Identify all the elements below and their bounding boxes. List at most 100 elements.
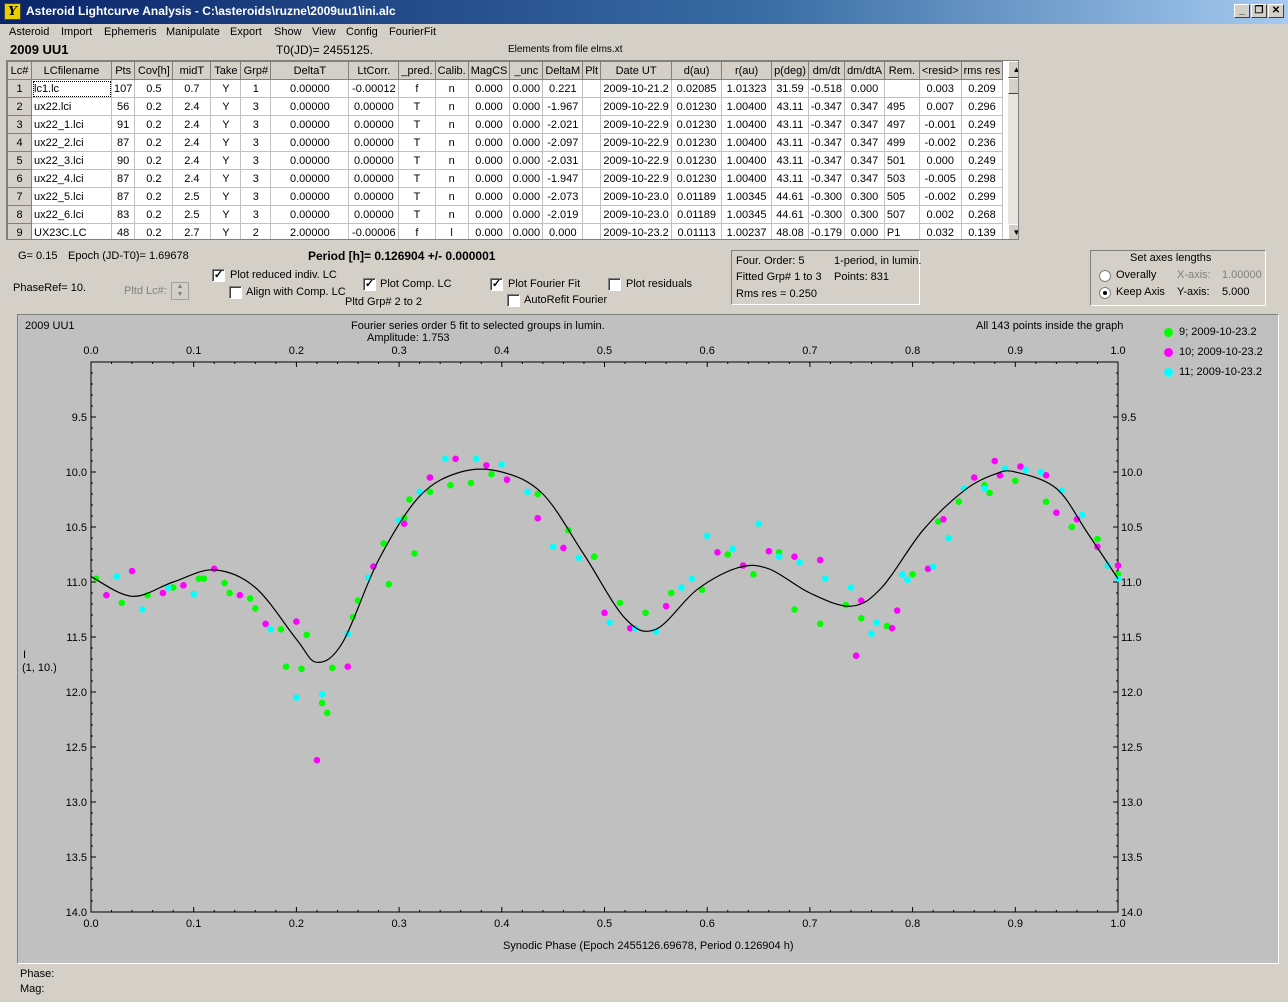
table-cell[interactable]: 0.000 [467, 79, 511, 98]
table-cell[interactable]: 1 [240, 79, 272, 98]
table-cell[interactable]: 0.00000 [270, 187, 350, 206]
table-cell[interactable]: 3 [240, 97, 272, 116]
table-cell[interactable]: 0.000 [467, 115, 511, 134]
table-cell[interactable]: 507 [883, 205, 920, 224]
table-cell[interactable]: 0.000 [542, 223, 584, 239]
column-header[interactable]: Plt [582, 61, 602, 80]
table-cell[interactable]: 0.2 [134, 205, 174, 224]
table-cell[interactable]: 0.000 [467, 205, 511, 224]
table-cell[interactable] [883, 79, 920, 98]
menu-ephemeris[interactable]: Ephemeris [104, 26, 157, 38]
table-cell[interactable]: 0.000 [467, 187, 511, 206]
table-cell[interactable]: 0.347 [844, 151, 885, 170]
table-cell[interactable]: 48 [110, 223, 136, 239]
table-cell[interactable]: -0.347 [807, 169, 846, 188]
column-header[interactable]: d(au) [671, 61, 723, 80]
table-cell[interactable]: UX23C.LC [31, 223, 112, 239]
table-cell[interactable]: 1.00345 [721, 205, 773, 224]
table-cell[interactable]: 0.000 [467, 133, 511, 152]
table-cell[interactable]: -0.347 [807, 97, 846, 116]
table-cell[interactable]: 2009-10-21.2 [600, 79, 673, 98]
table-cell[interactable]: -0.347 [807, 151, 846, 170]
table-cell[interactable]: 83 [110, 205, 136, 224]
table-cell[interactable]: 0.000 [509, 97, 544, 116]
table-cell[interactable]: -0.005 [918, 169, 962, 188]
table-cell[interactable]: -0.347 [807, 115, 846, 134]
table-cell[interactable]: 2.4 [172, 133, 212, 152]
table-cell[interactable]: 43.11 [771, 115, 809, 134]
table-cell[interactable] [582, 115, 602, 134]
table-cell[interactable]: 0.000 [467, 169, 511, 188]
table-cell[interactable]: 0.000 [509, 169, 544, 188]
table-cell[interactable]: 1.00400 [721, 151, 773, 170]
menu-export[interactable]: Export [230, 26, 262, 38]
row-number[interactable]: 7 [7, 187, 32, 206]
table-cell[interactable] [582, 223, 602, 239]
column-header[interactable]: _unc [509, 61, 544, 80]
table-cell[interactable]: 0.2 [134, 133, 174, 152]
table-cell[interactable]: 0.2 [134, 151, 174, 170]
table-cell[interactable]: P1 [883, 223, 920, 239]
table-cell[interactable]: 497 [883, 115, 920, 134]
table-cell[interactable] [582, 133, 602, 152]
table-cell[interactable]: -0.001 [918, 115, 962, 134]
row-number[interactable]: 5 [7, 151, 32, 170]
table-cell[interactable]: 2.4 [172, 97, 212, 116]
menu-import[interactable]: Import [61, 26, 93, 38]
table-cell[interactable]: 0.01230 [671, 133, 723, 152]
table-cell[interactable] [582, 169, 602, 188]
table-cell[interactable]: 0.2 [134, 187, 174, 206]
plot-residuals-checkbox[interactable] [608, 278, 621, 291]
table-cell[interactable]: 43.11 [771, 169, 809, 188]
table-cell[interactable]: 495 [883, 97, 920, 116]
table-cell[interactable]: 3 [240, 133, 272, 152]
table-cell[interactable]: 0.00000 [270, 205, 350, 224]
column-header[interactable]: r(au) [721, 61, 773, 80]
table-cell[interactable]: -0.00012 [348, 79, 400, 98]
table-cell[interactable]: 43.11 [771, 97, 809, 116]
table-cell[interactable] [582, 151, 602, 170]
table-cell[interactable]: ux22_2.lci [31, 133, 112, 152]
table-cell[interactable]: 0.347 [844, 97, 885, 116]
table-cell[interactable] [582, 97, 602, 116]
scroll-up-icon[interactable]: ▲ [1008, 61, 1018, 78]
table-cell[interactable]: 0.221 [542, 79, 584, 98]
table-cell[interactable]: 0.032 [918, 223, 962, 239]
table-cell[interactable]: 0.00000 [348, 205, 400, 224]
column-header[interactable]: <resid> [918, 61, 962, 80]
table-cell[interactable]: 2009-10-22.9 [600, 133, 673, 152]
table-cell[interactable]: T [398, 133, 436, 152]
table-cell[interactable]: T [398, 187, 436, 206]
scroll-down-icon[interactable]: ▼ [1008, 224, 1018, 239]
row-number[interactable]: 1 [7, 79, 32, 98]
table-cell[interactable]: 48.08 [771, 223, 809, 239]
table-cell[interactable]: -2.073 [542, 187, 584, 206]
table-cell[interactable]: n [434, 97, 469, 116]
table-cell[interactable]: 44.61 [771, 187, 809, 206]
table-cell[interactable]: 0.2 [134, 169, 174, 188]
table-cell[interactable]: 0.000 [509, 151, 544, 170]
table-cell[interactable]: 499 [883, 133, 920, 152]
table-cell[interactable]: 0.00000 [348, 169, 400, 188]
column-header[interactable]: Grp# [240, 61, 272, 80]
table-cell[interactable]: 1.00400 [721, 115, 773, 134]
column-header[interactable]: midT [172, 61, 212, 80]
table-cell[interactable]: ux22_3.lci [31, 151, 112, 170]
table-cell[interactable]: 2.7 [172, 223, 212, 239]
table-cell[interactable]: 0.298 [960, 169, 1004, 188]
table-cell[interactable]: 0.00000 [270, 115, 350, 134]
table-cell[interactable]: n [434, 115, 469, 134]
row-number[interactable]: 3 [7, 115, 32, 134]
menu-manipulate[interactable]: Manipulate [166, 26, 220, 38]
table-cell[interactable]: 0.299 [960, 187, 1004, 206]
table-cell[interactable]: 0.000 [467, 223, 511, 239]
table-cell[interactable]: n [434, 205, 469, 224]
table-cell[interactable]: 0.007 [918, 97, 962, 116]
table-cell[interactable]: 0.00000 [348, 133, 400, 152]
x-axis-value[interactable]: 1.00000 [1222, 269, 1262, 281]
column-header[interactable]: LtCorr. [348, 61, 400, 80]
plot-reduced-checkbox[interactable]: ✓ [212, 269, 225, 282]
table-cell[interactable]: 0.300 [844, 205, 885, 224]
